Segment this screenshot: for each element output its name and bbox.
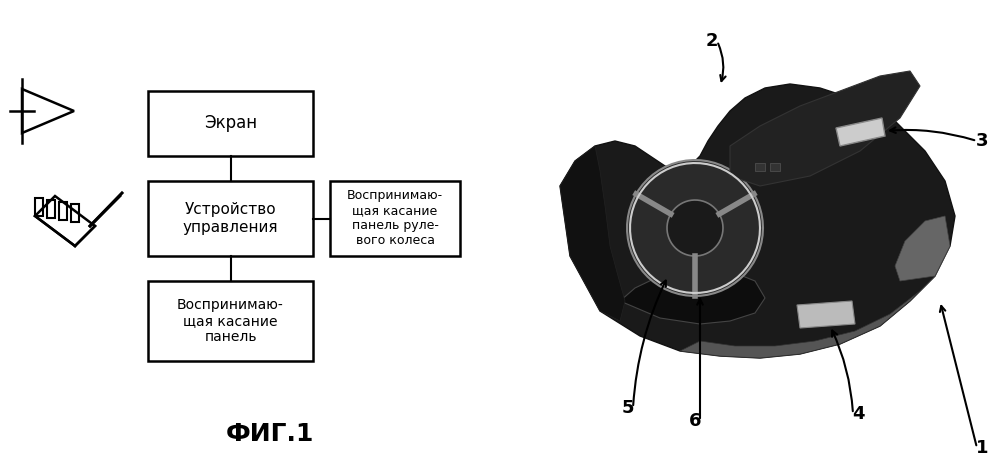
Bar xyxy=(330,181,460,256)
Text: Воспринимаю-
щая касание
панель рулe-
вого колеса: Воспринимаю- щая касание панель рулe- во… xyxy=(347,189,444,248)
Polygon shape xyxy=(620,269,765,324)
Text: 2: 2 xyxy=(705,32,718,50)
Text: 3: 3 xyxy=(976,132,988,150)
Polygon shape xyxy=(895,216,950,281)
Polygon shape xyxy=(627,160,763,296)
Polygon shape xyxy=(836,118,885,146)
Polygon shape xyxy=(560,146,625,321)
Text: 6: 6 xyxy=(688,412,701,430)
Text: 4: 4 xyxy=(852,405,864,423)
Text: 1: 1 xyxy=(976,439,988,457)
Bar xyxy=(148,91,313,156)
Bar xyxy=(770,163,780,171)
Polygon shape xyxy=(797,301,855,328)
Polygon shape xyxy=(667,200,723,256)
Bar xyxy=(148,281,313,361)
Polygon shape xyxy=(680,276,935,358)
Text: Воспринимаю-
щая касание
панель: Воспринимаю- щая касание панель xyxy=(177,298,284,344)
Text: 5: 5 xyxy=(621,399,634,417)
Polygon shape xyxy=(730,71,920,186)
Text: Устройство
управления: Устройство управления xyxy=(183,202,279,235)
Text: Экран: Экран xyxy=(204,115,257,132)
Text: ФИГ.1: ФИГ.1 xyxy=(226,422,315,446)
Polygon shape xyxy=(560,84,955,358)
Bar xyxy=(148,181,313,256)
Bar xyxy=(755,163,765,171)
